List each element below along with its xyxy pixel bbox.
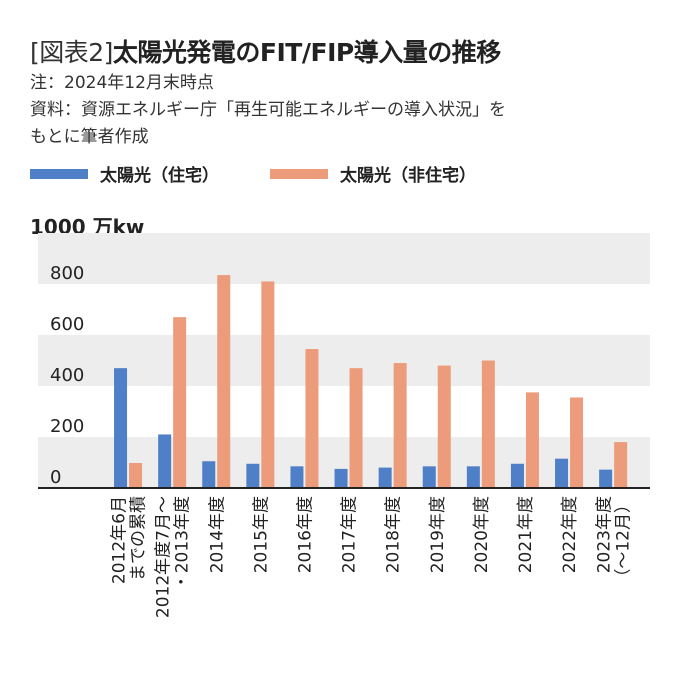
x-tick-label: 2020年度 [472,496,492,573]
x-tick-label-group: 2021年度 [516,496,536,573]
grid-band-0 [38,233,650,284]
x-tick-label: 2021年度 [516,496,536,573]
y-tick-label: 400 [50,365,84,386]
x-tick-label: 2022年度 [560,496,580,573]
bar-nonresidential [129,463,143,488]
x-tick-label: 2016年度 [295,496,315,573]
x-tick-label-group: 2019年度 [428,496,448,573]
x-tick-label-group: 2012年6月 までの累積 [110,496,149,584]
legend-swatch-nonresidential [270,168,328,179]
x-tick-label-group: 2014年度 [207,496,227,573]
y-tick-label: 600 [50,314,84,335]
bar-residential [202,461,216,488]
bar-residential [158,434,172,488]
bar-residential [290,466,304,488]
x-tick-label: ・2013年度 [173,496,193,590]
source-line: 資料：資源エネルギー庁「再生可能エネルギーの導入状況」を [30,100,506,120]
bar-nonresidential [614,442,628,488]
bar-residential [466,466,480,488]
title-text: 太陽光発電のFIT/FIP導入量の推移 [112,38,501,67]
x-tick-label-group: 2020年度 [472,496,492,573]
bar-residential [246,463,260,488]
x-tick-label-group: 2022年度 [560,496,580,573]
x-tick-label: 2014年度 [207,496,227,573]
legend-swatch-residential [30,168,88,179]
bar-nonresidential [393,363,407,488]
chart-title: [図表2]太陽光発電のFIT/FIP導入量の推移 [30,33,501,69]
source-line-continued: もとに筆者作成 [30,127,149,147]
x-tick-label: までの累積 [129,496,149,581]
x-tick-label-group: 2015年度 [251,496,271,573]
bar-nonresidential [217,275,231,488]
note-line: 注：2024年12月末時点 [30,73,214,93]
bar-residential [555,458,569,488]
bar-residential [510,463,524,488]
x-tick-label-group: 2016年度 [295,496,315,573]
bar-nonresidential [437,365,451,488]
bar-residential [422,466,436,488]
bar-residential [334,468,348,488]
bar-residential [114,368,128,488]
bar-nonresidential [305,349,319,488]
y-tick-label: 800 [50,263,84,284]
y-tick-label: 0 [50,467,61,488]
bar-nonresidential [570,397,584,488]
bar-nonresidential [173,317,187,488]
bar-nonresidential [481,360,495,488]
bar-nonresidential [525,392,539,488]
legend-label-nonresidential: 太陽光（非住宅） [340,166,476,186]
grid-band-1 [38,335,650,386]
figure-label: [図表2] [30,38,113,67]
x-tick-label: 2017年度 [340,496,360,573]
x-tick-label-group: 2018年度 [384,496,404,573]
x-tick-label: （～12月） [614,496,634,586]
x-tick-label-group: 2012年度7月～ ・2013年度 [154,496,193,618]
y-tick-label: 200 [50,416,84,437]
x-tick-label: 2012年6月 [110,496,130,584]
legend-item-nonresidential: 太陽光（非住宅） [270,161,476,186]
x-tick-label: 2015年度 [251,496,271,573]
bar-nonresidential [349,368,363,488]
bar-nonresidential [261,281,275,488]
legend-label-residential: 太陽光（住宅） [100,166,219,186]
x-tick-label-group: 2017年度 [340,496,360,573]
x-tick-label: 2019年度 [428,496,448,573]
x-tick-label: 2012年度7月～ [154,496,174,618]
bar-residential [378,467,392,488]
x-tick-label: 2023年度 [595,496,615,573]
legend-item-residential: 太陽光（住宅） [30,161,219,186]
bar-residential [599,469,613,488]
x-tick-label-group: 2023年度 （～12月） [595,496,634,586]
x-tick-label: 2018年度 [384,496,404,573]
